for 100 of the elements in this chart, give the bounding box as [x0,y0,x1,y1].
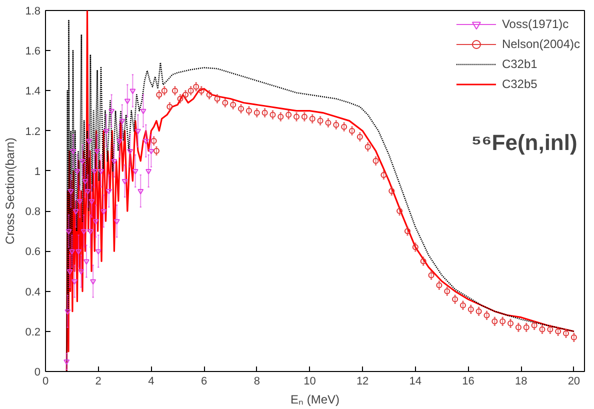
point [294,114,300,120]
point [70,148,76,154]
point [254,110,260,116]
x-tick-label: 2 [95,376,102,388]
point [412,244,418,250]
point [563,330,570,336]
point [142,138,149,144]
point [570,334,577,340]
point [396,208,403,214]
point [515,324,522,330]
point [531,322,538,328]
x-tick-label: 0 [42,376,49,388]
point [76,249,82,255]
point [238,106,244,112]
point [72,279,78,285]
point [132,169,138,174]
point [87,229,94,234]
point [356,134,363,140]
point [146,169,152,174]
point [444,288,450,294]
x-tick-label: 10 [304,376,316,388]
point [83,259,90,265]
point [539,326,546,332]
point [116,138,122,144]
point [76,199,83,204]
point [68,189,74,194]
y-tick-label: 0 [34,366,41,378]
point [246,108,252,114]
legend-label: C32b5 [502,77,538,91]
point [108,108,115,114]
point [301,114,308,120]
y-tick-label: 0.2 [25,326,41,338]
legend-label: Voss(1971)c [502,17,569,31]
x-tick-label: 16 [462,376,474,388]
x-tick-label: 4 [148,376,154,388]
point [492,318,498,324]
y-tick-label: 0.8 [25,206,41,218]
point [91,169,98,174]
point [468,306,474,312]
y-tick-label: 0.4 [25,286,41,298]
point [364,144,371,150]
point [153,148,160,154]
point [64,360,70,365]
y-tick-label: 1.4 [25,86,41,98]
x-tick-label: 8 [254,376,260,388]
point [547,326,554,332]
point [166,104,173,110]
point [92,219,99,224]
point [124,98,130,104]
x-tick-label: 6 [200,376,208,388]
point [94,148,100,154]
y-tick-label: 1.8 [25,6,41,18]
annotation: ⁵⁶Fe(n,inl) [471,130,578,155]
point [388,188,395,194]
point [348,128,355,134]
point [380,172,387,178]
x-axis-title: Eₙ (MeV) [290,392,340,406]
point [82,179,88,184]
y-tick-label: 1.6 [25,46,41,58]
point [172,88,178,94]
point [333,122,340,128]
point [72,209,79,214]
legend-label: C32b1 [502,57,538,71]
point [222,100,228,106]
point [150,138,157,144]
legend-label: Nelson(2004)c [502,37,580,51]
point [114,219,120,224]
point [103,128,110,134]
point [341,124,348,130]
point [206,92,212,98]
point [79,158,86,164]
point [100,209,107,214]
point [134,128,141,134]
point [148,148,154,154]
point [436,282,442,288]
point [106,189,112,194]
point [127,148,134,154]
point [88,199,95,204]
point [140,108,146,114]
x-tick-label: 14 [409,376,422,388]
y-tick-label: 0.6 [25,246,41,258]
point [523,324,530,330]
point [420,258,426,264]
point [508,320,514,326]
point [309,116,316,122]
point [555,328,562,334]
point [262,110,268,116]
point [64,309,71,315]
point [404,228,410,234]
point [286,112,292,118]
point [78,269,84,275]
point [122,179,128,184]
point [66,229,72,234]
point [119,118,126,124]
point [95,249,102,255]
y-tick-label: 1.2 [25,126,41,138]
y-axis-title: Cross Section(barn) [3,138,18,244]
point [90,279,96,285]
x-tick-label: 20 [568,376,580,388]
x-tick-label: 18 [514,376,528,388]
